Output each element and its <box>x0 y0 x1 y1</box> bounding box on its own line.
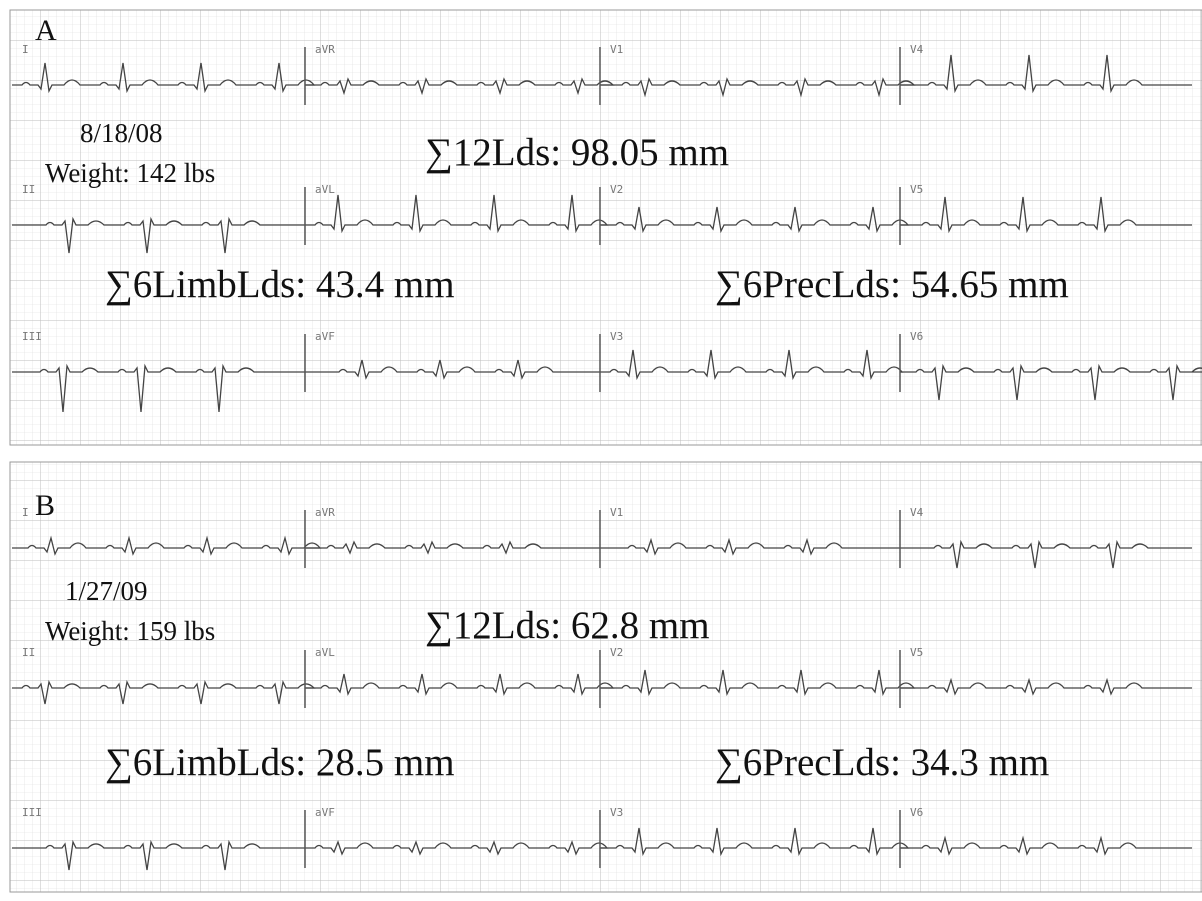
lead-label: I <box>22 506 29 519</box>
sum-precordial-leads: ∑6PrecLds: 54.65 mm <box>715 263 1069 306</box>
sum-12-leads: ∑12Lds: 62.8 mm <box>425 604 710 647</box>
lead-label: V3 <box>610 330 623 343</box>
lead-label: aVL <box>315 646 335 659</box>
panel-label: A <box>35 14 57 47</box>
weight: Weight: 159 lbs <box>45 616 215 646</box>
lead-label: V5 <box>910 646 923 659</box>
lead-label: V2 <box>610 183 623 196</box>
sum-limb-leads: ∑6LimbLds: 28.5 mm <box>105 741 455 784</box>
lead-label: II <box>22 183 35 196</box>
sum-precordial-leads: ∑6PrecLds: 34.3 mm <box>715 741 1049 784</box>
panel-label: B <box>35 489 55 522</box>
lead-label: V6 <box>910 330 923 343</box>
figure: IaVRV1V4IIaVLV2V5IIIaVFV3V6A8/18/08Weigh… <box>0 0 1202 901</box>
lead-label: V5 <box>910 183 923 196</box>
lead-label: V4 <box>910 506 924 519</box>
lead-label: V1 <box>610 506 623 519</box>
lead-label: aVL <box>315 183 335 196</box>
lead-label: V2 <box>610 646 623 659</box>
lead-label: III <box>22 330 42 343</box>
weight: Weight: 142 lbs <box>45 158 215 188</box>
lead-label: aVR <box>315 506 335 519</box>
lead-label: V1 <box>610 43 623 56</box>
lead-label: V3 <box>610 806 623 819</box>
date: 8/18/08 <box>80 118 163 148</box>
lead-label: V4 <box>910 43 924 56</box>
lead-label: aVF <box>315 330 335 343</box>
lead-label: aVR <box>315 43 335 56</box>
lead-label: I <box>22 43 29 56</box>
ecg-grid <box>10 10 1202 445</box>
date: 1/27/09 <box>65 576 148 606</box>
sum-12-leads: ∑12Lds: 98.05 mm <box>425 131 729 174</box>
lead-label: II <box>22 646 35 659</box>
lead-label: V6 <box>910 806 923 819</box>
lead-label: aVF <box>315 806 335 819</box>
sum-limb-leads: ∑6LimbLds: 43.4 mm <box>105 263 455 306</box>
ecg-grid <box>10 462 1202 892</box>
lead-label: III <box>22 806 42 819</box>
page: IaVRV1V4IIaVLV2V5IIIaVFV3V6A8/18/08Weigh… <box>0 0 1202 901</box>
